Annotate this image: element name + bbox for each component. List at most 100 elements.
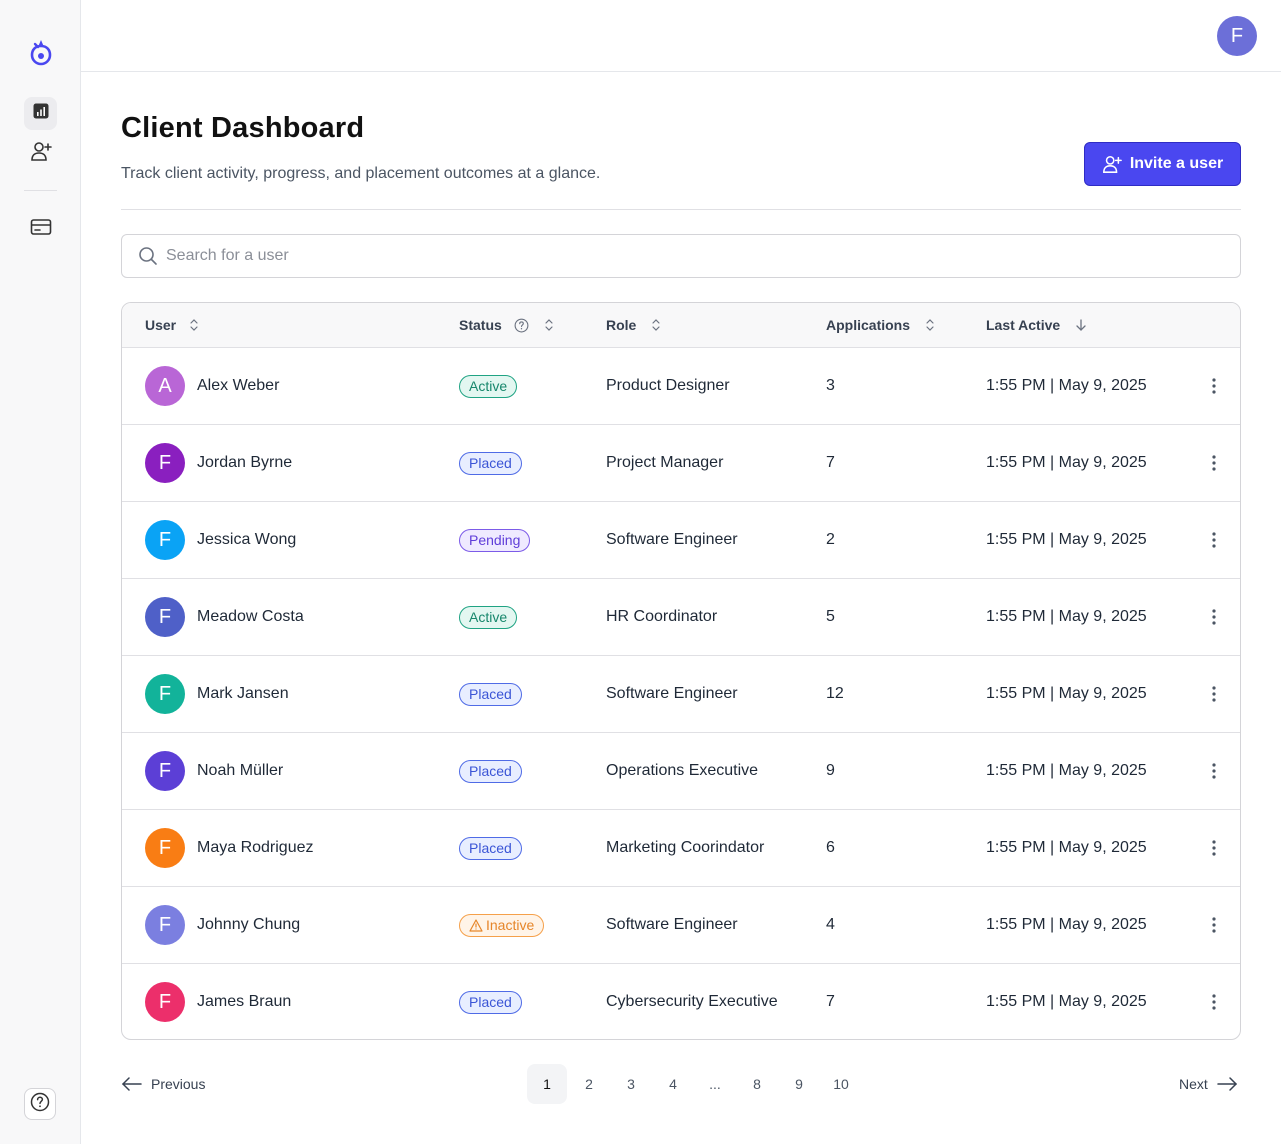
pagination-page-10[interactable]: 10 <box>833 1076 849 1092</box>
row-actions-button[interactable] <box>1204 376 1224 396</box>
avatar-initial: F <box>158 528 172 551</box>
sort-icon <box>188 318 200 332</box>
search-input[interactable] <box>166 247 1166 265</box>
top-bar: F <box>81 0 1281 72</box>
table-row[interactable]: F James Braun Placed Cybersecurity Executiv… <box>122 964 1240 1039</box>
column-header-applications[interactable]: Applications <box>826 303 936 347</box>
last-active-value: 1:55 PM | May 9, 2025 <box>986 993 1147 1010</box>
avatar: F <box>145 520 185 560</box>
applications-cell: 3 <box>826 348 835 424</box>
role-cell: Software Engineer <box>606 502 796 578</box>
more-vertical-icon <box>1212 455 1216 471</box>
status-badge: Active <box>459 374 518 398</box>
pagination-next-button[interactable]: Next <box>1179 1071 1238 1097</box>
status-cell: Placed <box>459 964 522 1039</box>
last-active-cell: 1:55 PM | May 9, 2025 <box>986 964 1147 1039</box>
avatar-initial: F <box>158 451 172 474</box>
credit-card-icon <box>30 218 52 241</box>
user-name: James Braun <box>197 993 292 1010</box>
row-actions-button[interactable] <box>1204 838 1224 858</box>
row-actions-button[interactable] <box>1204 915 1224 935</box>
sidebar <box>0 0 81 1144</box>
pagination-page-4[interactable]: 4 <box>669 1076 677 1092</box>
table-body: A Alex Weber Active Product Designer 3 1:55 P… <box>122 348 1240 1039</box>
avatar-initial: F <box>158 605 172 628</box>
applications-count: 5 <box>826 608 835 625</box>
sidebar-item-dashboard[interactable] <box>24 97 57 130</box>
user-avatar[interactable]: F <box>1217 16 1257 56</box>
pagination-next-label: Next <box>1179 1076 1208 1092</box>
pagination-pages: 1 2 3 4... 8 9 10 <box>527 1064 861 1104</box>
sidebar-item-invite[interactable] <box>24 137 57 170</box>
table-row[interactable]: F Meadow Costa Active HR Coordinator 5 1:55 P… <box>122 579 1240 656</box>
row-actions-button[interactable] <box>1204 530 1224 550</box>
last-active-cell: 1:55 PM | May 9, 2025 <box>986 887 1147 963</box>
help-button[interactable] <box>24 1088 56 1120</box>
applications-count: 9 <box>826 762 835 779</box>
pagination-page-9[interactable]: 9 <box>795 1076 803 1092</box>
invite-user-button[interactable]: Invite a user <box>1084 142 1241 186</box>
brand-logo[interactable] <box>28 38 54 66</box>
pagination-page-3[interactable]: 3 <box>627 1076 635 1092</box>
last-active-value: 1:55 PM | May 9, 2025 <box>986 377 1147 394</box>
applications-count: 7 <box>826 993 835 1010</box>
more-vertical-icon <box>1212 840 1216 856</box>
status-badge: Placed <box>459 682 522 706</box>
pagination-page-1[interactable]: 1 <box>527 1064 567 1104</box>
row-actions-button[interactable] <box>1204 684 1224 704</box>
role-label: Software Engineer <box>606 685 738 702</box>
pagination-page-2[interactable]: 2 <box>585 1076 593 1092</box>
column-header-user[interactable]: User <box>145 303 200 347</box>
role-label: Operations Executive <box>606 762 759 779</box>
row-actions-button[interactable] <box>1204 453 1224 473</box>
search-bar <box>121 234 1241 278</box>
user-cell: F Mark Jansen <box>145 656 289 732</box>
user-name: Noah Müller <box>197 762 284 779</box>
column-header-role[interactable]: Role <box>606 303 662 347</box>
sidebar-item-billing[interactable] <box>24 213 57 246</box>
user-name: Jordan Byrne <box>197 454 293 471</box>
role-label: Product Designer <box>606 377 730 394</box>
applications-count: 6 <box>826 839 835 856</box>
status-label: Inactive <box>486 917 535 933</box>
row-actions-button[interactable] <box>1204 992 1224 1012</box>
table-row[interactable]: F Noah Müller Placed Operations Executive 9 1… <box>122 733 1240 810</box>
column-header-status[interactable]: Status <box>459 303 555 347</box>
table-row[interactable]: F Johnny Chung Inactive Software Engineer 4 1… <box>122 887 1240 964</box>
pagination-page-8[interactable]: 8 <box>753 1076 761 1092</box>
status-badge: Placed <box>459 451 522 475</box>
table-row[interactable]: F Mark Jansen Placed Software Engineer 12 1:5… <box>122 656 1240 733</box>
role-cell: Marketing Coorindator <box>606 810 796 886</box>
applications-cell: 2 <box>826 502 835 578</box>
table-header: User Status Role Applications Last Activ… <box>122 303 1240 348</box>
avatar: F <box>145 597 185 637</box>
table-row[interactable]: A Alex Weber Active Product Designer 3 1:55 P… <box>122 348 1240 425</box>
user-cell: F Johnny Chung <box>145 887 300 963</box>
status-label: Placed <box>469 763 512 779</box>
status-label: Pending <box>469 532 521 548</box>
status-badge: Placed <box>459 990 522 1014</box>
status-badge: Inactive <box>459 913 545 937</box>
role-cell: Software Engineer <box>606 656 796 732</box>
applications-cell: 7 <box>826 425 835 501</box>
pagination-previous-label: Previous <box>151 1076 206 1092</box>
row-actions-button[interactable] <box>1204 761 1224 781</box>
user-cell: F Meadow Costa <box>145 579 304 655</box>
last-active-value: 1:55 PM | May 9, 2025 <box>986 454 1147 471</box>
status-cell: Inactive <box>459 887 545 963</box>
arrow-down-icon <box>1074 318 1088 332</box>
last-active-value: 1:55 PM | May 9, 2025 <box>986 916 1147 933</box>
table-row[interactable]: F Jordan Byrne Placed Project Manager 7 1:55 … <box>122 425 1240 502</box>
last-active-cell: 1:55 PM | May 9, 2025 <box>986 810 1147 886</box>
pagination-ellipsis: ... <box>709 1076 721 1092</box>
column-header-last-active[interactable]: Last Active <box>986 303 1088 347</box>
pagination-previous-button[interactable]: Previous <box>121 1071 205 1097</box>
table-row[interactable]: F Maya Rodriguez Placed Marketing Coorindat… <box>122 810 1240 887</box>
row-actions-button[interactable] <box>1204 607 1224 627</box>
last-active-cell: 1:55 PM | May 9, 2025 <box>986 348 1147 424</box>
applications-cell: 6 <box>826 810 835 886</box>
last-active-cell: 1:55 PM | May 9, 2025 <box>986 502 1147 578</box>
arrow-right-icon <box>1217 1076 1238 1092</box>
status-cell: Placed <box>459 656 522 732</box>
table-row[interactable]: F Jessica Wong Pending Software Engineer 2 1:… <box>122 502 1240 579</box>
